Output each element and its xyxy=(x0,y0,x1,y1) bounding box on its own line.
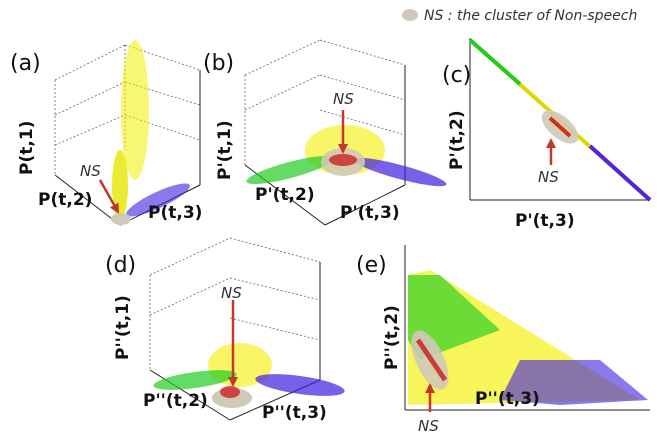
axis-label: P'(t,2) xyxy=(447,110,467,170)
panel-a: (a) P(t,1) P(t,2) P(t,3) NS xyxy=(10,40,202,226)
panel-label: (e) xyxy=(356,253,387,278)
panel-label: (d) xyxy=(105,253,136,278)
axis-label: P'(t,3) xyxy=(340,203,400,223)
panel-label: (a) xyxy=(10,51,41,76)
axis-label: P(t,3) xyxy=(148,203,202,223)
panel-e: (e) P''(t,2) P''(t,3) NS xyxy=(356,245,650,434)
legend-text: NS : the cluster of Non-speech xyxy=(424,8,637,24)
axis-label: P''(t,2) xyxy=(143,391,208,411)
panel-label: (b) xyxy=(203,51,234,76)
ns-label: NS xyxy=(538,168,559,186)
axis-label: P'(t,2) xyxy=(255,185,315,205)
panel-label: (c) xyxy=(442,63,471,88)
ns-label: NS xyxy=(80,162,101,180)
axis-label: P''(t,2) xyxy=(382,305,402,370)
legend-swatch xyxy=(402,9,418,21)
axis-label: P'(t,3) xyxy=(515,211,575,231)
ns-label: NS xyxy=(221,284,242,302)
axis-label: P(t,1) xyxy=(17,121,37,175)
axis-label: P(t,2) xyxy=(38,190,92,210)
axis-label: P''(t,3) xyxy=(262,403,327,423)
axis-label: P''(t,3) xyxy=(475,389,540,409)
axis-label: P'(t,1) xyxy=(215,120,235,180)
panel-d: (d) P''(t,1) P''(t,2) P''(t,3) NS xyxy=(105,237,345,423)
panel-c: (c) P'(t,2) P'(t,3) NS xyxy=(442,38,652,231)
ns-label: NS xyxy=(333,90,354,108)
ns-label: NS xyxy=(418,417,439,434)
panel-b: (b) P'(t,1) P'(t,2) P'(t,3) NS xyxy=(203,39,447,226)
axis-label: P''(t,1) xyxy=(113,295,133,360)
